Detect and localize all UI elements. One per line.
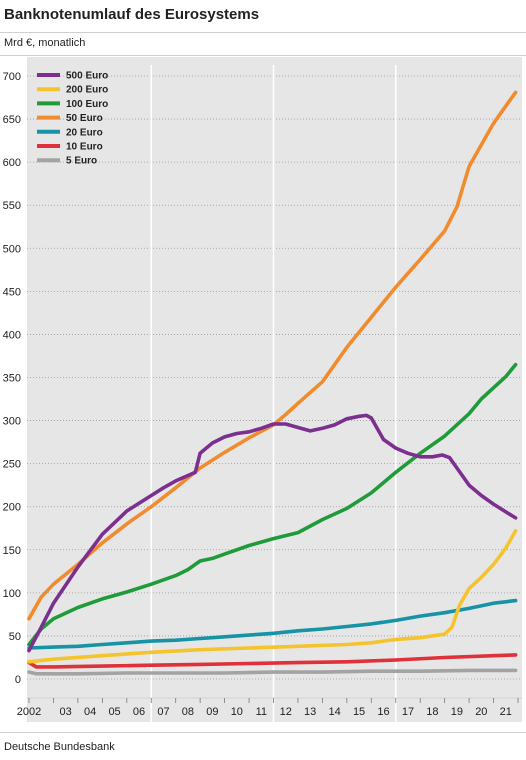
x-tick-label: 14: [329, 706, 341, 718]
chart-subtitle: Mrd €, monatlich: [4, 37, 86, 49]
y-tick-label: 400: [3, 329, 21, 341]
x-tick-label: 07: [157, 706, 169, 718]
legend-label-100-euro: 100 Euro: [66, 99, 108, 110]
legend-label-500-euro: 500 Euro: [66, 71, 108, 82]
chart-title: Banknotenumlauf des Eurosystems: [4, 6, 260, 23]
x-tick-label: 15: [353, 706, 365, 718]
x-tick-label: 13: [304, 706, 316, 718]
source-note: Deutsche Bundesbank: [4, 741, 115, 753]
legend-label-10-euro: 10 Euro: [66, 142, 103, 153]
x-tick-label: 21: [500, 706, 512, 718]
x-tick-label: 08: [182, 706, 194, 718]
x-tick-label: 20: [475, 706, 487, 718]
x-tick-label: 12: [280, 706, 292, 718]
x-tick-label: 2002: [17, 706, 41, 718]
x-tick-label: 11: [256, 706, 267, 718]
legend-label-20-euro: 20 Euro: [66, 127, 103, 138]
y-tick-label: 150: [3, 545, 21, 557]
title-divider: [0, 32, 526, 33]
x-tick-label: 04: [84, 706, 96, 718]
x-tick-label: 05: [108, 706, 120, 718]
legend-label-200-euro: 200 Euro: [66, 85, 108, 96]
y-tick-label: 700: [3, 71, 21, 83]
x-tick-label: 16: [377, 706, 389, 718]
y-tick-label: 200: [3, 502, 21, 514]
y-tick-label: 50: [9, 631, 21, 643]
y-tick-label: 450: [3, 286, 21, 298]
y-tick-label: 300: [3, 416, 21, 428]
series-line-10-euro: [27, 653, 518, 669]
x-tick-label: 18: [426, 706, 438, 718]
y-tick-label: 650: [3, 114, 21, 126]
y-tick-label: 500: [3, 243, 21, 255]
y-tick-label: 250: [3, 459, 21, 471]
legend-label-50-euro: 50 Euro: [66, 113, 103, 124]
series-line-50-euro: [27, 90, 518, 621]
y-tick-label: 0: [15, 674, 21, 686]
x-tick-label: 03: [60, 706, 72, 718]
x-tick-label: 17: [402, 706, 414, 718]
series-line-500-euro: [27, 413, 518, 653]
series-line-100-euro: [27, 362, 518, 647]
y-tick-label: 100: [3, 588, 21, 600]
series-line-20-euro: [27, 598, 518, 650]
x-tick-label: 19: [451, 706, 463, 718]
x-tick-label: 06: [133, 706, 145, 718]
x-tick-label: 10: [231, 706, 243, 718]
subtitle-divider: [0, 55, 526, 56]
y-tick-label: 350: [3, 373, 21, 385]
y-tick-label: 600: [3, 157, 21, 169]
series-line-200-euro: [27, 528, 518, 664]
series-line-5-euro: [27, 668, 518, 676]
x-tick-label: 09: [206, 706, 218, 718]
footer-divider: [0, 732, 526, 733]
y-tick-label: 550: [3, 200, 21, 212]
plot-area: [27, 57, 522, 722]
legend-label-5-euro: 5 Euro: [66, 156, 97, 167]
